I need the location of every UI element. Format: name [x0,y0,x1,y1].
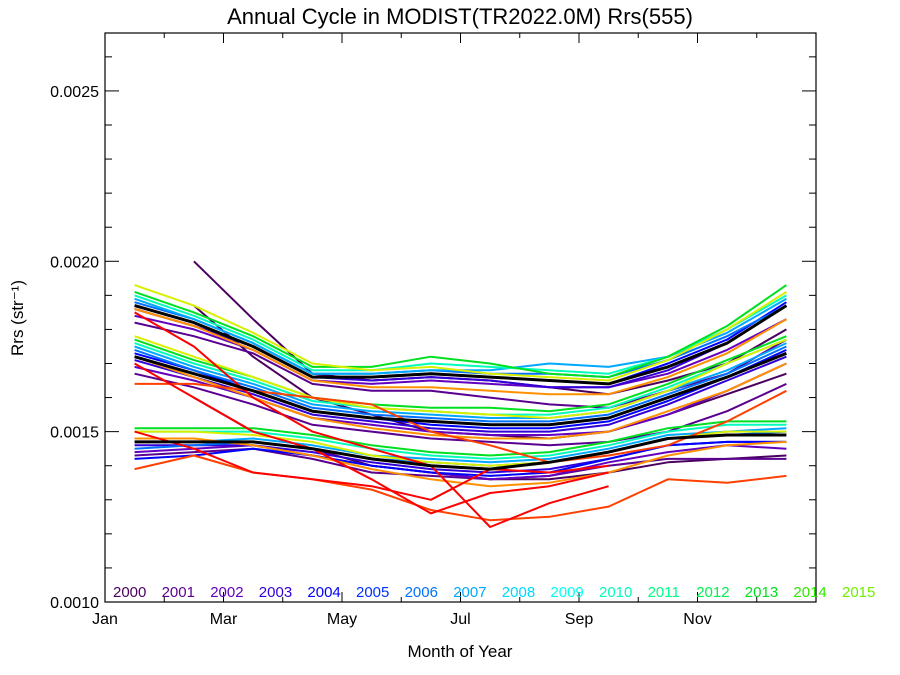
series-line-14 [134,440,787,477]
legend-year-2011: 2011 [648,584,680,601]
x-tick-label: Nov [683,611,711,628]
climatology-line-lower [134,433,787,471]
series-line-24 [134,284,787,379]
series-line-36 [134,362,609,515]
legend-year-2005: 2005 [356,584,389,601]
chart-title: Annual Cycle in MODIST(TR2022.0M) Rrs(55… [227,4,693,29]
x-tick-label: Jul [450,611,470,628]
series-line-26 [134,420,787,457]
legend-year-2014: 2014 [793,584,826,601]
climatology-line-middle [134,351,787,427]
series-line-28 [134,335,787,419]
y-axis: 0.0010 0.0015 0.0020 0.0025 [50,56,816,612]
legend-year-2000: 2000 [113,584,146,601]
climatology-layer [134,304,788,471]
x-tick-label: Sep [565,611,594,628]
y-tick-label: 0.0020 [50,254,99,271]
legend: 2000 2001 2002 2003 2004 2005 2006 2007 2008 2009… [113,584,875,601]
series-line-32 [134,437,787,488]
x-tick-label: Jan [92,611,118,628]
legend-year-2006: 2006 [405,584,438,601]
legend-year-2001: 2001 [162,584,195,601]
series-line-19 [134,342,787,419]
series-line-27 [134,284,787,382]
series-line-23 [134,423,787,460]
legend-year-2009: 2009 [550,584,583,601]
x-axis: Jan Mar May Jul Sep Nov [92,33,817,628]
climatology-line-upper [134,304,788,386]
y-tick-label: 0.0010 [50,595,99,612]
legend-year-2002: 2002 [210,584,243,601]
y-axis-label: Rrs (str⁻¹) [8,280,27,356]
legend-year-2008: 2008 [502,584,535,601]
series-line-30 [134,308,787,396]
series-line-10 [134,355,787,433]
series-line-37 [134,430,609,501]
series-line-35 [134,311,609,528]
series-line-31 [134,355,787,440]
series-line-16 [134,345,787,423]
legend-year-2004: 2004 [307,584,340,601]
legend-year-2015: 2015 [842,584,875,601]
x-tick-label: May [327,611,357,628]
legend-year-2013: 2013 [745,584,778,601]
legend-year-2012: 2012 [696,584,729,601]
series-line-18 [134,297,787,375]
y-tick-label: 0.0015 [50,425,99,442]
legend-year-2010: 2010 [599,584,632,601]
series-line-20 [134,427,787,464]
legend-year-2007: 2007 [453,584,486,601]
series-line-34 [134,454,787,522]
x-axis-label: Month of Year [408,642,513,661]
series-line-4 [134,372,787,447]
x-tick-label: Mar [210,611,238,628]
y-tick-label: 0.0025 [50,84,99,101]
plot-frame [104,32,817,603]
legend-year-2003: 2003 [259,584,292,601]
series-layer [134,260,787,528]
